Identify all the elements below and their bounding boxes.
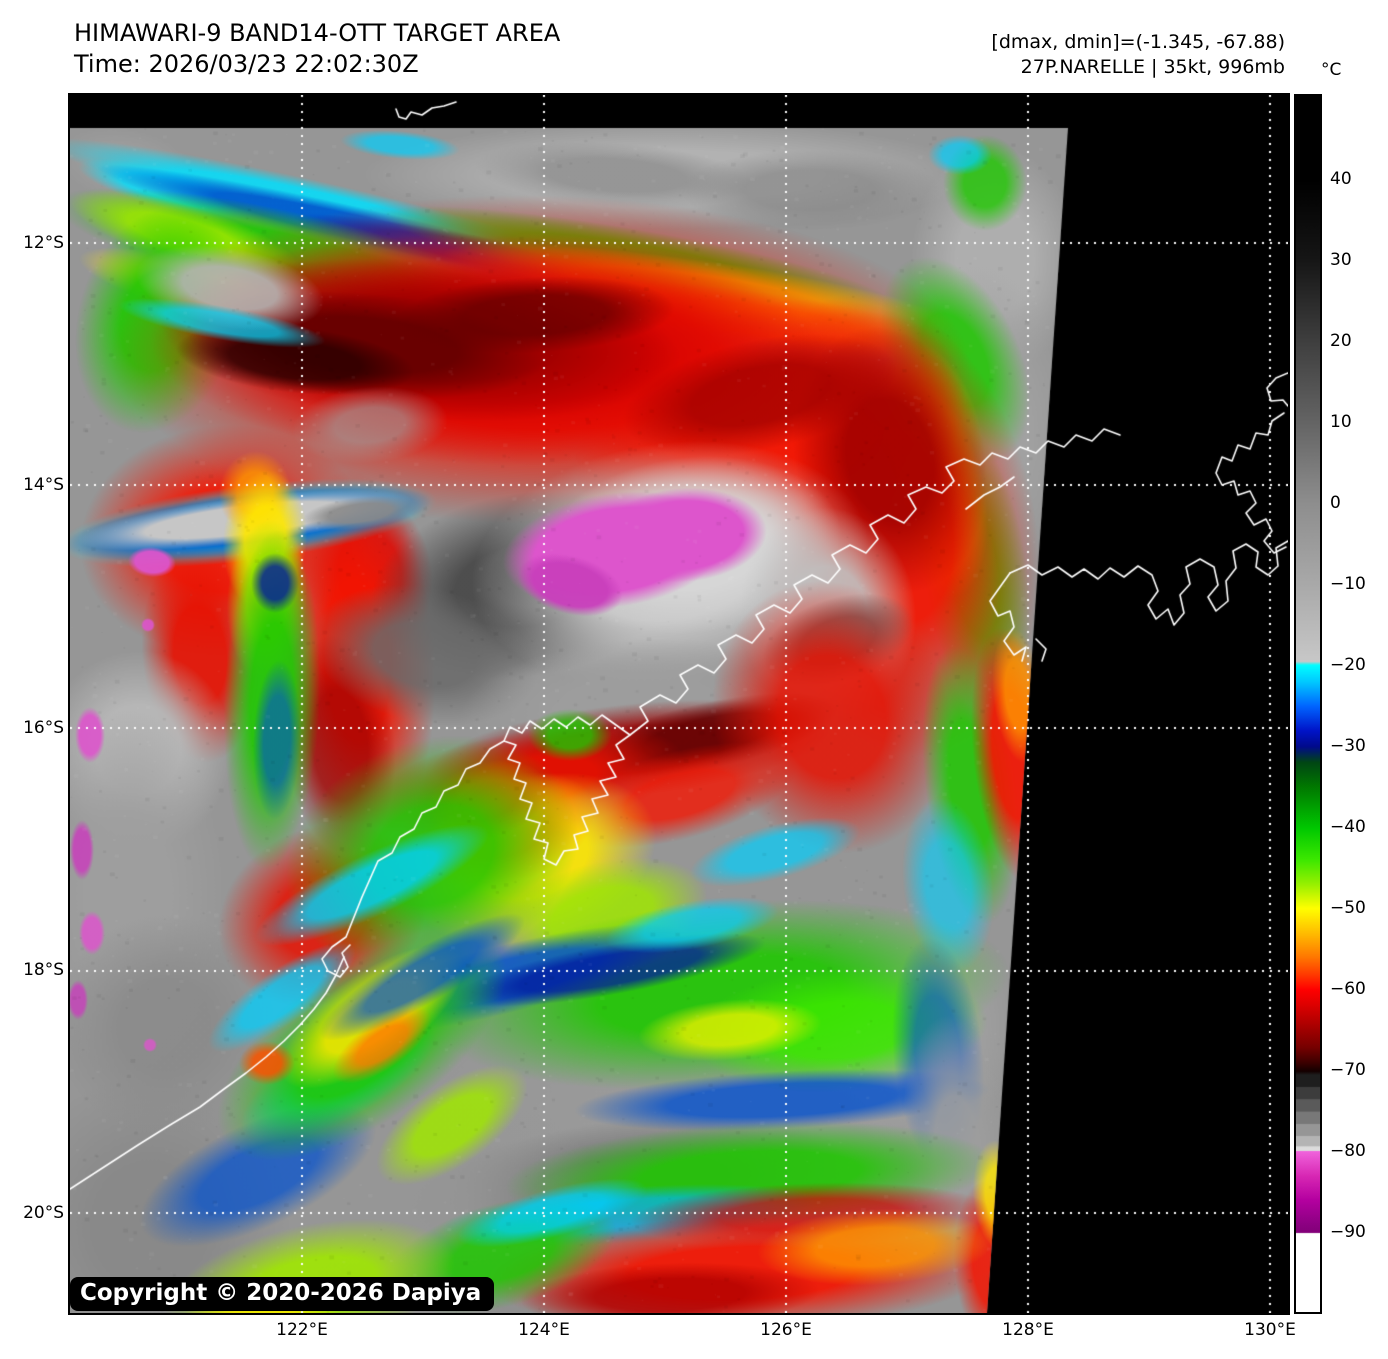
- colorbar-tick-label: 30: [1330, 250, 1352, 271]
- colorbar-tick-label: 20: [1330, 331, 1352, 352]
- lon-tick-label: 130°E: [1244, 1320, 1296, 1340]
- lat-tick-label: 14°S: [23, 475, 64, 495]
- colorbar-tick-label: −90: [1330, 1222, 1366, 1243]
- colorbar-tick-label: −10: [1330, 574, 1366, 595]
- colorbar-unit-label: °C: [1321, 60, 1342, 80]
- colorbar-tick-label: −70: [1330, 1060, 1366, 1081]
- lon-tick-label: 126°E: [760, 1320, 812, 1340]
- timestamp-label: Time: 2026/03/23 22:02:30Z: [74, 49, 419, 78]
- lat-tick-label: 18°S: [23, 960, 64, 980]
- lat-tick-label: 20°S: [23, 1203, 64, 1223]
- lon-tick-label: 124°E: [518, 1320, 570, 1340]
- lat-tick-label: 16°S: [23, 718, 64, 738]
- colorbar-tick-label: −80: [1330, 1141, 1366, 1162]
- copyright-badge: Copyright © 2020-2026 Dapiya: [70, 1277, 495, 1311]
- colorbar-tick-label: 40: [1330, 169, 1352, 190]
- colorbar-tick-label: −40: [1330, 817, 1366, 838]
- colorbar-tick-label: 10: [1330, 412, 1352, 433]
- colorbar-canvas: [1296, 96, 1320, 1312]
- colorbar-frame: [1294, 94, 1322, 1314]
- page-title: HIMAWARI-9 BAND14-OTT TARGET AREA: [74, 19, 561, 47]
- annotation-block: [dmax, dmin]=(-1.345, -67.88) 27P.NARELL…: [991, 30, 1285, 80]
- lat-tick-label: 12°S: [23, 233, 64, 253]
- satellite-map-canvas: [70, 95, 1288, 1313]
- title-block: HIMAWARI-9 BAND14-OTT TARGET AREA Time: …: [74, 18, 560, 79]
- colorbar-tick-label: −60: [1330, 979, 1366, 1000]
- satellite-map-frame: [68, 93, 1290, 1315]
- colorbar-tick-label: 0: [1330, 493, 1341, 514]
- colorbar-tick-label: −50: [1330, 898, 1366, 919]
- lon-tick-label: 122°E: [276, 1320, 328, 1340]
- colorbar-tick-label: −30: [1330, 736, 1366, 757]
- dmax-dmin-label: [dmax, dmin]=(-1.345, -67.88): [991, 31, 1285, 53]
- lon-tick-label: 128°E: [1002, 1320, 1054, 1340]
- storm-info-label: 27P.NARELLE | 35kt, 996mb: [1020, 56, 1285, 79]
- colorbar-tick-label: −20: [1330, 655, 1366, 676]
